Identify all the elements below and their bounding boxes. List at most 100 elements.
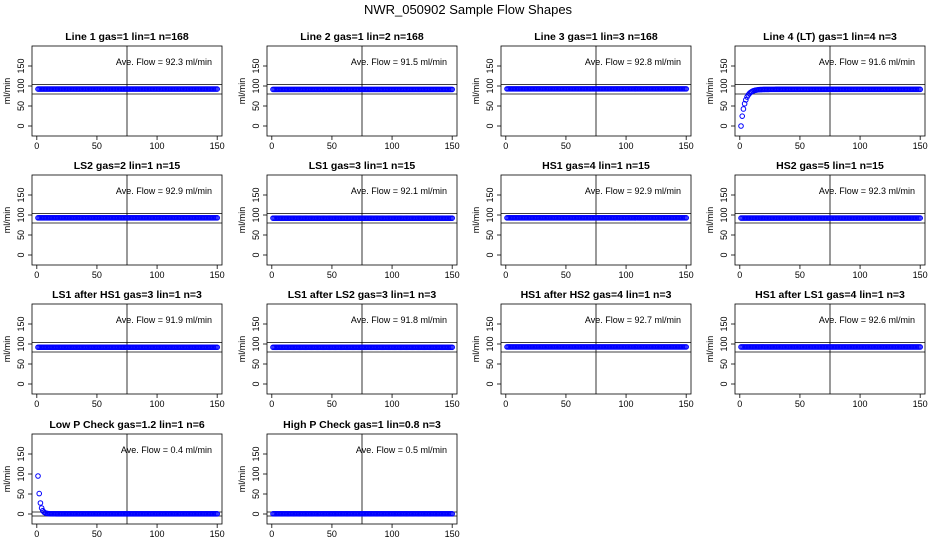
y-tick-label: 50 <box>485 230 495 240</box>
y-tick-label: 100 <box>485 207 495 222</box>
y-tick-label: 0 <box>485 381 495 386</box>
x-tick-label: 100 <box>619 270 634 280</box>
x-tick-label: 0 <box>737 141 742 151</box>
y-tick-label: 0 <box>16 381 26 386</box>
y-axis-label: ml/min <box>237 207 247 234</box>
y-tick-label: 150 <box>251 58 261 73</box>
x-tick-label: 50 <box>92 141 102 151</box>
y-tick-label: 50 <box>251 489 261 499</box>
y-tick-label: 150 <box>16 316 26 331</box>
y-tick-label: 50 <box>251 230 261 240</box>
x-tick-label: 50 <box>561 270 571 280</box>
data-point <box>740 106 747 112</box>
x-tick-label: 150 <box>913 141 928 151</box>
panel: HS2 gas=5 lin=1 n=15 0 50 100 150 0 50 100 150 ml… <box>705 160 928 280</box>
y-tick-label: 50 <box>719 101 729 111</box>
y-tick-label: 50 <box>251 101 261 111</box>
x-tick-label: 150 <box>445 141 460 151</box>
y-tick-label: 150 <box>719 58 729 73</box>
average-flow-label: Ave. Flow = 0.5 ml/min <box>356 445 447 455</box>
data-point <box>738 123 744 129</box>
x-tick-label: 0 <box>34 141 39 151</box>
x-tick-label: 0 <box>737 270 742 280</box>
y-tick-label: 100 <box>251 78 261 93</box>
y-axis-label: ml/min <box>705 207 715 234</box>
y-tick-label: 0 <box>719 123 729 128</box>
x-tick-label: 50 <box>92 270 102 280</box>
x-tick-label: 150 <box>210 399 225 409</box>
x-tick-label: 0 <box>269 270 274 280</box>
panel: LS2 gas=2 lin=1 n=15 0 50 100 150 0 50 100 150 ml… <box>2 160 225 280</box>
y-tick-label: 0 <box>16 252 26 257</box>
panel: LS1 after LS2 gas=3 lin=1 n=3 0 50 100 150 0 5… <box>237 289 460 409</box>
y-tick-label: 100 <box>251 207 261 222</box>
y-tick-label: 50 <box>16 489 26 499</box>
y-axis-label: ml/min <box>2 207 12 234</box>
x-tick-label: 150 <box>913 270 928 280</box>
y-axis-label: ml/min <box>471 78 481 105</box>
panel: LS1 gas=3 lin=1 n=15 0 50 100 150 0 50 100 150 ml… <box>237 160 460 280</box>
y-tick-label: 0 <box>485 123 495 128</box>
y-axis-label: ml/min <box>705 78 715 105</box>
y-tick-label: 150 <box>719 187 729 202</box>
y-tick-label: 50 <box>251 359 261 369</box>
x-tick-label: 50 <box>327 399 337 409</box>
panel-title: LS2 gas=2 lin=1 n=15 <box>74 160 181 172</box>
y-tick-label: 50 <box>16 101 26 111</box>
panel-title: Line 2 gas=1 lin=2 n=168 <box>300 31 424 43</box>
x-tick-label: 150 <box>445 399 460 409</box>
figure-title: NWR_050902 Sample Flow Shapes <box>364 2 573 17</box>
panel: HS1 after LS1 gas=4 lin=1 n=3 0 50 100 150 0 5… <box>705 289 928 409</box>
data-point <box>214 511 220 517</box>
average-flow-label: Ave. Flow = 92.9 ml/min <box>116 186 212 196</box>
x-tick-label: 50 <box>92 529 102 539</box>
y-tick-label: 0 <box>16 511 26 516</box>
y-tick-label: 50 <box>16 230 26 240</box>
panel: Low P Check gas=1.2 lin=1 n=6 0 50 100 150 0 5… <box>2 419 225 539</box>
panel-title: High P Check gas=1 lin=0.8 n=3 <box>283 419 441 431</box>
data-point <box>743 97 749 103</box>
x-tick-label: 100 <box>385 141 400 151</box>
y-tick-label: 150 <box>16 187 26 202</box>
panel-title: Low P Check gas=1.2 lin=1 n=6 <box>49 419 204 431</box>
x-tick-label: 100 <box>385 529 400 539</box>
x-tick-label: 0 <box>269 529 274 539</box>
x-tick-label: 0 <box>34 529 39 539</box>
data-point <box>449 86 455 93</box>
y-tick-label: 150 <box>16 58 26 73</box>
average-flow-label: Ave. Flow = 92.6 ml/min <box>819 315 915 325</box>
data-point <box>37 500 44 506</box>
y-tick-label: 0 <box>719 381 729 386</box>
y-tick-label: 50 <box>485 359 495 369</box>
panel: Line 4 (LT) gas=1 lin=4 n=3 0 50 100 150 0 50 1… <box>705 31 928 151</box>
x-tick-label: 150 <box>210 270 225 280</box>
y-tick-label: 50 <box>719 230 729 240</box>
y-tick-label: 0 <box>16 123 26 128</box>
panel-title: LS1 after LS2 gas=3 lin=1 n=3 <box>288 289 437 301</box>
average-flow-label: Ave. Flow = 92.3 ml/min <box>819 186 915 196</box>
y-tick-label: 0 <box>251 123 261 128</box>
y-tick-label: 150 <box>485 58 495 73</box>
panel: HS1 after HS2 gas=4 lin=1 n=3 0 50 100 150 0 5… <box>471 289 694 409</box>
y-tick-label: 100 <box>719 336 729 351</box>
y-tick-label: 150 <box>251 446 261 461</box>
average-flow-label: Ave. Flow = 92.1 ml/min <box>351 186 447 196</box>
panel-title: HS1 gas=4 lin=1 n=15 <box>542 160 650 172</box>
y-tick-label: 0 <box>251 511 261 516</box>
x-tick-label: 100 <box>853 399 868 409</box>
y-axis-label: ml/min <box>237 78 247 105</box>
panel-title: HS1 after LS1 gas=4 lin=1 n=3 <box>755 289 905 301</box>
panel-title: Line 3 gas=1 lin=3 n=168 <box>534 31 658 43</box>
x-tick-label: 150 <box>210 141 225 151</box>
average-flow-label: Ave. Flow = 91.8 ml/min <box>351 315 447 325</box>
x-tick-label: 150 <box>445 270 460 280</box>
x-tick-label: 50 <box>561 399 571 409</box>
y-tick-label: 0 <box>719 252 729 257</box>
y-tick-label: 100 <box>16 78 26 93</box>
panel-title: HS2 gas=5 lin=1 n=15 <box>776 160 884 172</box>
x-tick-label: 50 <box>327 270 337 280</box>
y-tick-label: 100 <box>485 336 495 351</box>
data-point <box>449 511 455 517</box>
panel: High P Check gas=1 lin=0.8 n=3 0 50 100 150 0… <box>237 419 460 539</box>
